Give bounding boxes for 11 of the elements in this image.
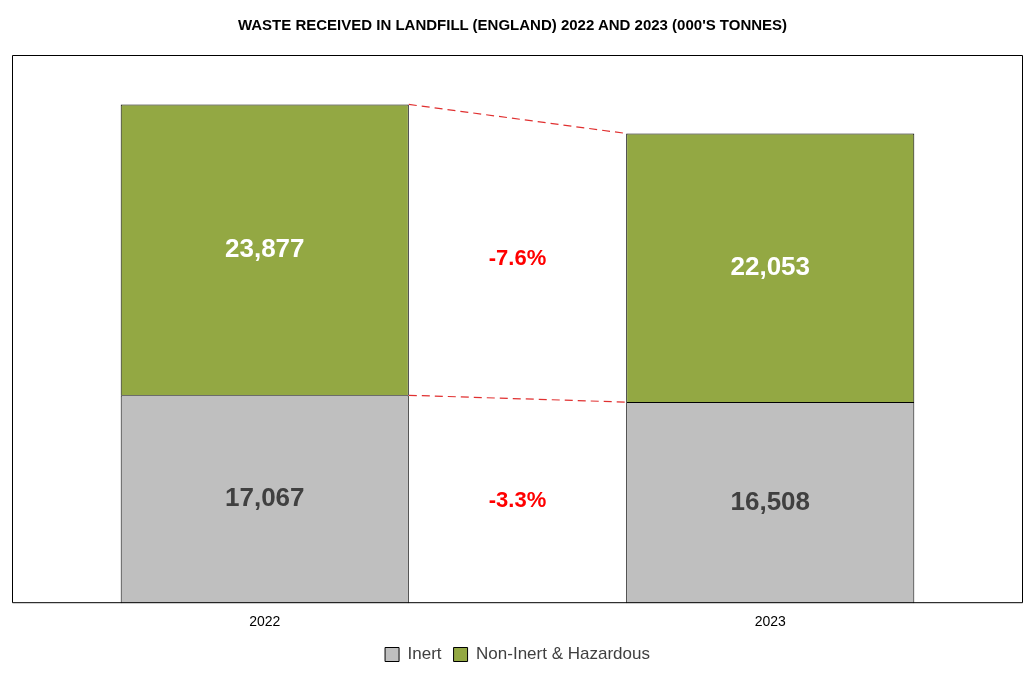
annotation: -3.3% (488, 487, 547, 513)
data-label: 17,067 (224, 482, 305, 513)
data-label: 22,053 (730, 250, 811, 281)
legend-label: Non-Inert & Hazardous (476, 644, 650, 664)
legend-label: Inert (407, 644, 442, 664)
x-tick-label: 2023 (754, 613, 787, 630)
chart-title: WASTE RECEIVED IN LANDFILL (ENGLAND) 2022 AND 2023 (000'S TONNES) (236, 16, 789, 33)
x-tick-label: 2022 (249, 613, 281, 630)
data-label: 16,508 (730, 485, 811, 516)
annotation: -7.6% (488, 244, 547, 270)
data-label: 23,877 (224, 233, 305, 264)
